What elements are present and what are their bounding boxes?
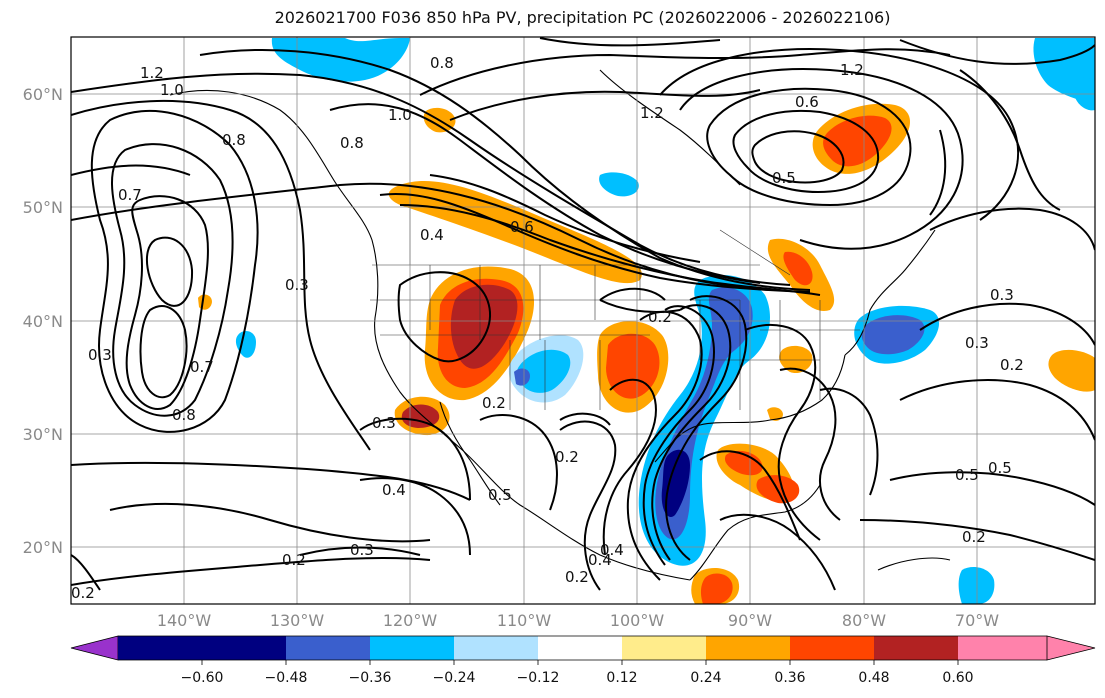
contour-label: 0.8 [430, 54, 454, 72]
contour-label: 0.8 [222, 131, 246, 149]
contour-label: 0.2 [648, 308, 672, 326]
colorbar-bin [622, 636, 706, 660]
contour-label: 0.5 [955, 466, 979, 484]
colorbar-tick-label: 0.60 [942, 670, 973, 686]
lon-label: 140°W [157, 611, 212, 630]
contour-label: 0.4 [600, 541, 624, 559]
contour-label: 0.3 [350, 541, 374, 559]
colorbar-tick-label: 0.48 [858, 670, 889, 686]
colorbar-tick-label: −0.36 [349, 670, 392, 686]
contour-label: 0.4 [588, 551, 612, 569]
colorbar-bin [286, 636, 370, 660]
longitude-labels: 140°W 130°W 120°W 110°W 100°W 90°W 80°W … [157, 611, 999, 630]
colorbar-bin [790, 636, 874, 660]
contour-label: 0.2 [962, 528, 986, 546]
lon-label: 80°W [842, 611, 886, 630]
colorbar-tick-label: −0.48 [265, 670, 308, 686]
contour-label: 0.5 [988, 459, 1012, 477]
colorbar-extend-high [1046, 635, 1096, 661]
colorbar-tick-label: −0.24 [433, 670, 476, 686]
colorbar-tick-label: 0.12 [606, 670, 637, 686]
contour-label: 0.4 [420, 226, 444, 244]
colorbar-bin [370, 636, 454, 660]
colorbar-bin [118, 636, 202, 660]
colorbar-tick-label: −0.12 [517, 670, 560, 686]
colorbar-bin [706, 636, 790, 660]
lon-label: 70°W [955, 611, 999, 630]
colorbar-tick-label: −0.60 [181, 670, 224, 686]
colorbar-bin [454, 636, 538, 660]
contour-label: 0.7 [118, 186, 142, 204]
contour-label: 0.2 [482, 394, 506, 412]
contour-label: 1.2 [140, 64, 164, 82]
contour-label: 0.3 [285, 276, 309, 294]
colorbar-bin [874, 636, 958, 660]
contour-label: 0.6 [510, 218, 534, 236]
contour-label: 0.2 [555, 448, 579, 466]
contour-label: 0.3 [372, 414, 396, 432]
contour-label: 0.2 [565, 568, 589, 586]
colorbar: −0.60 −0.48 −0.36 −0.24 −0.12 0.12 0.24 … [70, 635, 1096, 686]
lat-label: 20°N [23, 538, 63, 557]
contour-label: 0.3 [965, 334, 989, 352]
map-title: 2026021700 F036 850 hPa PV, precipitatio… [274, 8, 891, 27]
contour-label: 0.2 [282, 551, 306, 569]
colorbar-extend-low [70, 635, 119, 661]
contour-label: 1.0 [160, 81, 184, 99]
lon-label: 110°W [497, 611, 552, 630]
lon-label: 130°W [270, 611, 325, 630]
colorbar-bin [958, 636, 1047, 660]
precipitation-shading [198, 38, 1095, 604]
latitude-labels: 60°N 50°N 40°N 30°N 20°N [23, 85, 63, 557]
contour-label: 0.6 [795, 93, 819, 111]
lon-label: 90°W [728, 611, 772, 630]
map-frame [70, 36, 1096, 605]
colorbar-bin [202, 636, 286, 660]
contour-label: 0.5 [772, 169, 796, 187]
contour-labels: 1.2 1.0 0.8 0.8 0.8 0.7 1.0 1.2 0.6 0.5 … [71, 54, 1024, 602]
lon-label: 100°W [610, 611, 665, 630]
pv-contours [71, 37, 1095, 591]
contour-label: 0.7 [190, 358, 214, 376]
contour-label: 0.2 [1000, 356, 1024, 374]
lat-label: 50°N [23, 198, 63, 217]
graticule [71, 37, 1095, 604]
lat-label: 60°N [23, 85, 63, 104]
contour-label: 0.3 [990, 286, 1014, 304]
map-panel: 1.2 1.0 0.8 0.8 0.8 0.7 1.0 1.2 0.6 0.5 … [71, 37, 1095, 604]
colorbar-tick-label: 0.24 [690, 670, 721, 686]
contour-label: 1.0 [388, 106, 412, 124]
lon-label: 120°W [383, 611, 438, 630]
contour-label: 0.3 [88, 346, 112, 364]
contour-label: 0.4 [382, 481, 406, 499]
lat-label: 30°N [23, 425, 63, 444]
contour-label: 1.2 [840, 61, 864, 79]
colorbar-tick-label: 0.36 [774, 670, 805, 686]
contour-label: 0.5 [488, 486, 512, 504]
contour-label: 0.8 [172, 406, 196, 424]
contour-label: 0.8 [340, 134, 364, 152]
contour-label: 0.2 [71, 584, 95, 602]
colorbar-bin [538, 636, 622, 660]
political-borders [370, 205, 860, 410]
lat-label: 40°N [23, 312, 63, 331]
contour-label: 1.2 [640, 104, 664, 122]
